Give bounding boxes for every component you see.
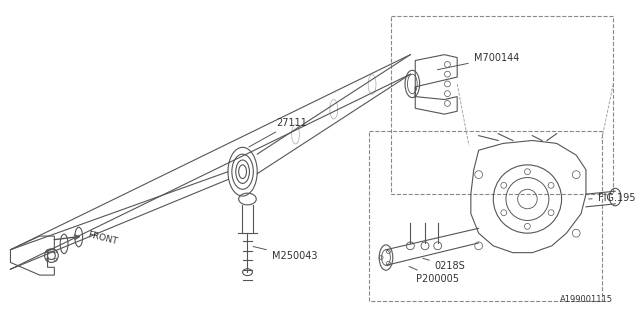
Text: P200005: P200005	[409, 267, 460, 284]
Text: FIG.195: FIG.195	[589, 193, 635, 203]
Text: M700144: M700144	[438, 52, 519, 70]
Text: 0218S: 0218S	[423, 258, 465, 271]
Text: 27111: 27111	[249, 118, 308, 147]
Text: M250043: M250043	[253, 246, 317, 261]
Text: A199001115: A199001115	[560, 295, 613, 304]
Bar	[369, 131, 602, 301]
Bar	[391, 16, 613, 194]
Text: FRONT: FRONT	[86, 230, 118, 246]
